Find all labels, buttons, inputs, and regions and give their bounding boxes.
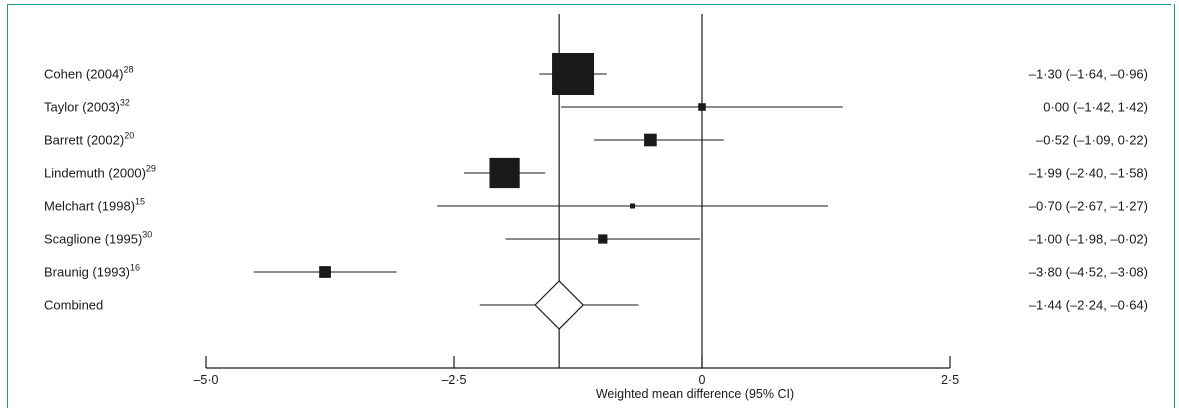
estimate-square-taylor-2003 xyxy=(698,103,706,111)
estimate-square-scaglione-1995 xyxy=(598,234,608,244)
figure-frame xyxy=(7,4,1171,408)
estimate-text-combined: –1·44 (–2·24, –0·64) xyxy=(1029,298,1148,313)
study-label-barrett-2002: Barrett (2002)20 xyxy=(44,131,134,148)
study-label-combined: Combined xyxy=(44,298,103,313)
study-label-scaglione-1995: Scaglione (1995)30 xyxy=(44,230,152,247)
estimate-square-barrett-2002 xyxy=(644,133,657,147)
x-tick-label-2: 0 xyxy=(699,373,706,387)
x-tick-label-3: 2·5 xyxy=(941,373,959,387)
x-tick-label-1: –2·5 xyxy=(441,373,466,387)
x-tick-label-0: –5·0 xyxy=(193,373,218,387)
estimate-text-melchart-1998: –0·70 (–2·67, –1·27) xyxy=(1029,199,1148,214)
estimate-text-cohen-2004: –1·30 (–1·64, –0·96) xyxy=(1029,67,1148,82)
estimate-square-lindemuth-2000 xyxy=(489,157,520,189)
study-label-braunig-1993: Braunig (1993)16 xyxy=(44,263,140,280)
estimate-square-cohen-2004 xyxy=(552,53,595,95)
estimate-text-scaglione-1995: –1·00 (–1·98, –0·02) xyxy=(1029,232,1148,247)
study-label-melchart-1998: Melchart (1998)15 xyxy=(44,197,145,214)
estimate-text-lindemuth-2000: –1·99 (–2·40, –1·58) xyxy=(1029,166,1148,181)
estimate-square-melchart-1998 xyxy=(630,203,636,209)
combined-diamond xyxy=(534,280,585,330)
study-label-cohen-2004: Cohen (2004)28 xyxy=(44,65,134,82)
figure-frame-right xyxy=(1173,4,1175,408)
estimate-square-braunig-1993 xyxy=(319,266,331,278)
estimate-text-taylor-2003: 0·00 (–1·42, 1·42) xyxy=(1043,100,1148,115)
x-axis-label: Weighted mean difference (95% CI) xyxy=(596,387,794,401)
study-label-lindemuth-2000: Lindemuth (2000)29 xyxy=(44,164,156,181)
estimate-text-barrett-2002: –0·52 (–1·09, 0·22) xyxy=(1036,133,1148,148)
study-label-taylor-2003: Taylor (2003)32 xyxy=(44,98,130,115)
estimate-text-braunig-1993: –3·80 (–4·52, –3·08) xyxy=(1029,265,1148,280)
